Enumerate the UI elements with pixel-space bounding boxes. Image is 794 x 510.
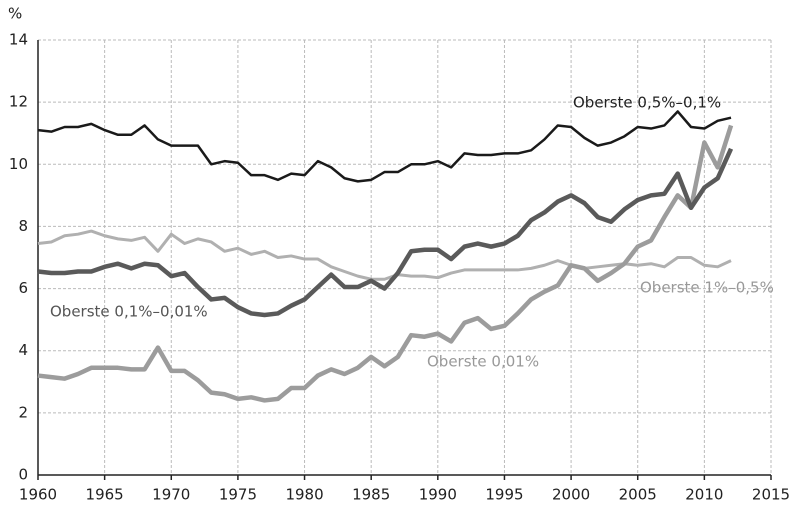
x-tick-label: 1995	[485, 486, 523, 504]
line-series	[37, 147, 734, 318]
series-label: Oberste 0,5%–0,1%	[573, 94, 721, 112]
line-series	[37, 229, 732, 281]
x-tick-label: 2005	[619, 486, 657, 504]
y-tick-label: 6	[18, 279, 28, 297]
x-tick-label: 1985	[352, 486, 390, 504]
x-tick-label: 2010	[685, 486, 723, 504]
x-tick-label: 1970	[152, 486, 190, 504]
y-tick-label: 12	[9, 93, 28, 111]
y-tick-label: 2	[18, 403, 28, 421]
y-tick-label: 0	[18, 466, 28, 484]
y-tick-label: 14	[9, 31, 28, 49]
line-series	[37, 110, 732, 183]
x-tick-label: 2000	[552, 486, 590, 504]
x-tick-label: 1960	[19, 486, 57, 504]
line-series	[37, 124, 734, 403]
y-tick-label: 4	[18, 341, 28, 359]
series-label: Oberste 0,1%–0,01%	[50, 303, 208, 321]
x-tick-label: 2015	[752, 486, 790, 504]
y-tick-label: 8	[18, 217, 28, 235]
y-tick-label: 10	[9, 155, 28, 173]
x-tick-label: 1975	[219, 486, 257, 504]
y-axis-label: %	[8, 5, 22, 23]
x-tick-label: 1965	[86, 486, 124, 504]
x-tick-label: 1990	[419, 486, 457, 504]
series-label: Oberste 0,01%	[427, 353, 539, 371]
x-tick-label: 1980	[285, 486, 323, 504]
series-label: Oberste 1%–0,5%	[640, 279, 774, 297]
